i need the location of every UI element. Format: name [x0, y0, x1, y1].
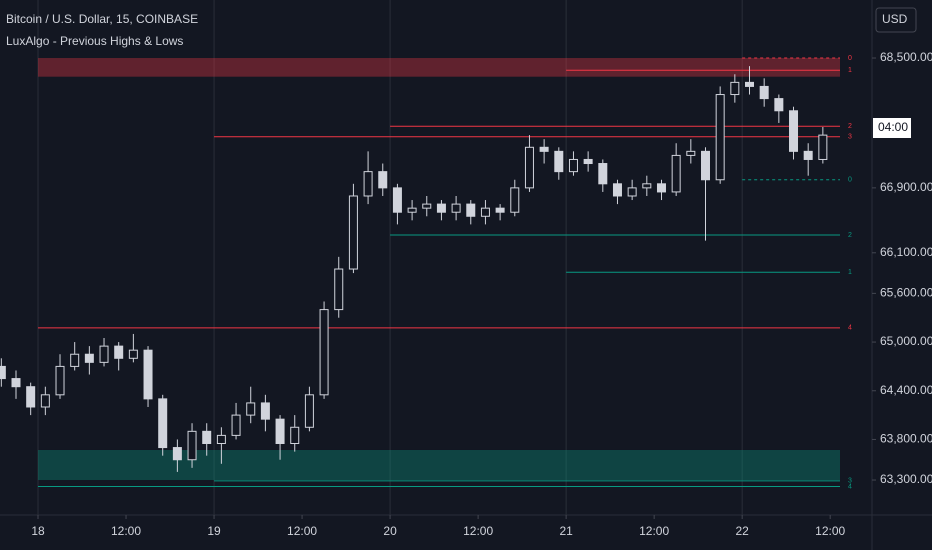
- candle-body: [700, 150, 710, 181]
- candle-body: [598, 163, 608, 185]
- currency-button[interactable]: [875, 7, 917, 33]
- currency[interactable]: USD: [882, 12, 908, 26]
- x-tick-label: 12:00: [639, 524, 669, 538]
- candle-body: [715, 94, 725, 181]
- candle-body: [172, 447, 182, 461]
- candle-body: [260, 402, 270, 420]
- axes: 68,500.00 66,900.00 66,100.00 65,600.00 65,0…: [31, 50, 932, 538]
- candle-body: [231, 414, 241, 436]
- x-tick-label: 20: [383, 524, 397, 538]
- level-label: 2: [848, 232, 852, 239]
- candle-body: [656, 183, 666, 193]
- level-label: 0: [848, 55, 852, 62]
- x-tick-label: 12:00: [111, 524, 141, 538]
- candle-body: [612, 183, 622, 197]
- countdown-box: [873, 118, 911, 138]
- zone: [38, 58, 840, 77]
- candle-body: [378, 171, 388, 189]
- candle-body: [304, 394, 314, 428]
- candle-body: [774, 98, 784, 112]
- candle-body: [466, 203, 476, 217]
- candle-body: [539, 146, 549, 152]
- candle-body: [818, 134, 828, 160]
- candle-body: [158, 398, 168, 449]
- level-label: 4: [848, 325, 852, 332]
- candle-body: [290, 426, 300, 445]
- level-label: 1: [848, 269, 852, 276]
- candle-body: [789, 110, 799, 152]
- candle-body: [246, 402, 256, 416]
- candle-body: [730, 81, 740, 96]
- candle-body: [436, 203, 446, 213]
- candle-body: [583, 158, 593, 165]
- y-tick-label: 63,300.00: [880, 472, 932, 486]
- candle-body: [70, 353, 80, 367]
- y-tick-label: 64,400.00: [880, 383, 932, 397]
- zone: [38, 449, 840, 481]
- candle-body: [143, 349, 153, 400]
- candle-body: [554, 150, 564, 173]
- x-tick-label: 22: [735, 524, 749, 538]
- indicator-name: LuxAlgo - Previous Highs & Lows: [6, 34, 183, 48]
- candle-body: [348, 195, 358, 270]
- candle-body: [524, 146, 534, 189]
- y-tick-label: 63,800.00: [880, 432, 932, 446]
- x-tick-label: 12:00: [815, 524, 845, 538]
- candle-body: [84, 353, 94, 363]
- level-label: 3: [848, 134, 852, 141]
- candle-body: [627, 187, 637, 197]
- grid: [37, 0, 743, 515]
- countdown: 04:00: [878, 120, 908, 134]
- y-tick-label: 65,600.00: [880, 286, 932, 300]
- x-tick-label: 21: [559, 524, 573, 538]
- y-tick-label: 66,100.00: [880, 245, 932, 259]
- candle-body: [334, 268, 344, 311]
- candle-body: [128, 349, 138, 359]
- candle-body: [451, 203, 461, 213]
- candle-body: [319, 309, 329, 396]
- candle-body: [40, 394, 50, 408]
- candle-body: [0, 365, 6, 380]
- level-label: 3: [848, 478, 852, 485]
- y-tick-label: 66,900.00: [880, 180, 932, 194]
- candle-body: [407, 207, 417, 213]
- y-tick-label: 65,000.00: [880, 334, 932, 348]
- candle-body: [114, 345, 124, 359]
- candle-body: [480, 207, 490, 217]
- y-tick-label: 68,500.00: [880, 50, 932, 64]
- candle-body: [642, 183, 652, 189]
- candle-body: [55, 365, 65, 396]
- candle-body: [686, 150, 696, 156]
- candle-body: [495, 207, 505, 213]
- x-tick-label: 12:00: [287, 524, 317, 538]
- candle-body: [422, 203, 432, 209]
- chart-title: Bitcoin / U.S. Dollar, 15, COINBASE: [6, 12, 198, 26]
- candle-body: [363, 171, 373, 197]
- candle-body: [510, 187, 520, 213]
- level-label: 0: [848, 177, 852, 184]
- candles: [0, 66, 828, 472]
- x-tick-label: 12:00: [463, 524, 493, 538]
- level-label: 4: [848, 483, 852, 490]
- candle-body: [759, 85, 769, 100]
- candle-body: [99, 345, 109, 363]
- x-tick-label: 19: [207, 524, 221, 538]
- candle-body: [568, 158, 578, 173]
- level-label: 1: [848, 67, 852, 74]
- candle-body: [803, 150, 813, 160]
- candle-body: [216, 434, 226, 445]
- candle-body: [671, 154, 681, 193]
- candle-body: [26, 386, 36, 408]
- level-label: 2: [848, 123, 852, 130]
- candle-body: [275, 418, 285, 445]
- candle-body: [187, 430, 197, 461]
- candle-body: [11, 378, 21, 388]
- candle-body: [202, 430, 212, 445]
- x-tick-label: 18: [31, 524, 45, 538]
- candle-body: [745, 81, 755, 87]
- candle-body: [392, 187, 402, 213]
